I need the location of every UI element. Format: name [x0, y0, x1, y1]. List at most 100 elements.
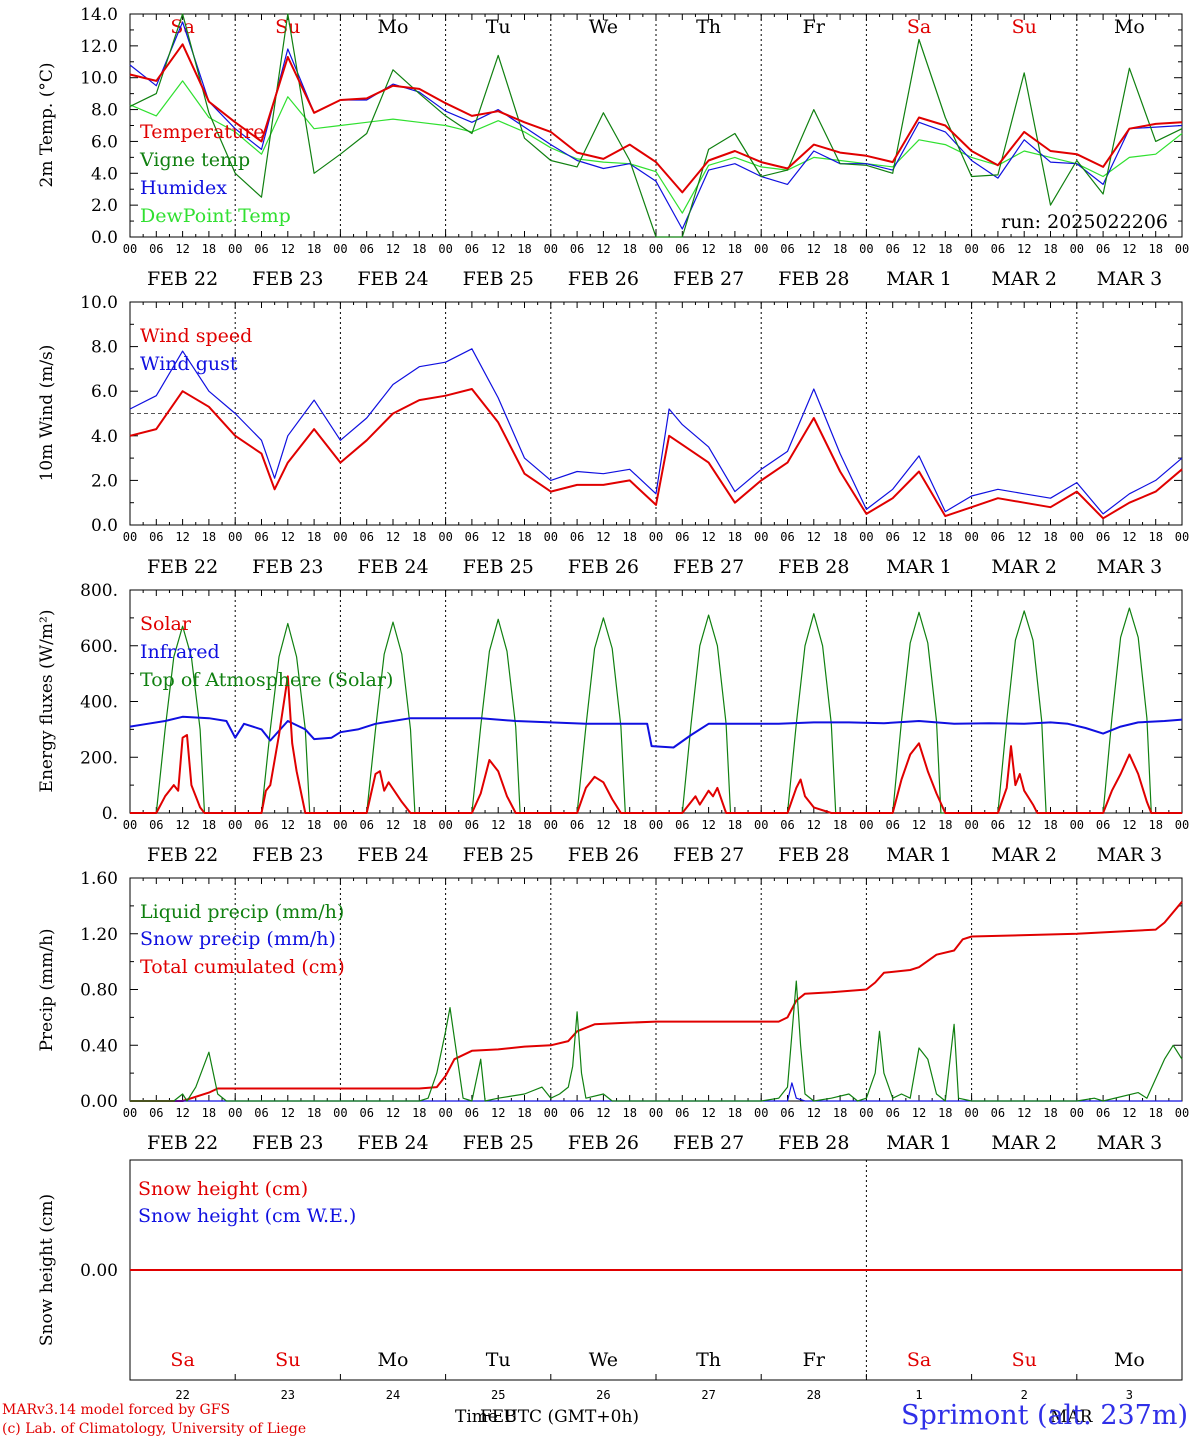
legend-entry: Snow height (cm W.E.) — [138, 1205, 356, 1227]
hour-tick-label: 18 — [938, 1106, 952, 1120]
hour-tick-label: 18 — [307, 818, 321, 832]
date-label: FEB 25 — [463, 556, 534, 578]
y-axis-label: Snow height (cm) — [37, 1194, 57, 1346]
station-name: Sprimont (alt. 237m) — [901, 1400, 1188, 1431]
credit-line-1: MARv3.14 model forced by GFS — [2, 1402, 231, 1418]
hour-tick-label: 06 — [675, 242, 689, 256]
hour-tick-label: 12 — [175, 818, 189, 832]
date-label: FEB 28 — [778, 268, 849, 290]
weekday-label: Tu — [486, 16, 511, 38]
y-tick-label: 0.0 — [91, 228, 118, 248]
series-line-wind-gust — [129, 348, 1183, 515]
hour-tick-label: 06 — [570, 530, 584, 544]
hour-tick-label: 00 — [649, 242, 663, 256]
y-tick-label: 0.00 — [80, 1092, 118, 1112]
weekday-label: Th — [696, 1349, 721, 1371]
hour-tick-label: 18 — [938, 818, 952, 832]
y-axis-label: Energy fluxes (W/m²) — [37, 610, 57, 793]
date-label: FEB 22 — [147, 844, 218, 866]
hour-tick-label: 00 — [438, 818, 452, 832]
hour-tick-label: 06 — [675, 530, 689, 544]
hour-tick-label: 18 — [1043, 242, 1057, 256]
hour-tick-label: 18 — [938, 242, 952, 256]
hour-tick-label: 18 — [412, 818, 426, 832]
hour-tick-label: 18 — [1148, 1106, 1162, 1120]
date-label: FEB 23 — [252, 1132, 323, 1154]
legend-entry: Snow height (cm) — [138, 1178, 308, 1200]
hour-tick-label: 18 — [833, 818, 847, 832]
hour-tick-label: 12 — [281, 242, 295, 256]
y-tick-label: 2.0 — [91, 471, 118, 491]
day-number-label: 23 — [281, 1388, 295, 1402]
hour-tick-label: 06 — [1096, 242, 1110, 256]
hour-tick-label: 06 — [885, 242, 899, 256]
weekday-label: Sa — [170, 1349, 194, 1371]
date-label: MAR 3 — [1097, 1132, 1163, 1154]
month-label: MAR — [1050, 1407, 1093, 1427]
hour-tick-label: 00 — [228, 530, 242, 544]
hour-tick-label: 12 — [491, 242, 505, 256]
date-label: FEB 24 — [357, 1132, 428, 1154]
legend-entry: Wind speed — [140, 325, 252, 347]
y-tick-label: 800. — [80, 581, 118, 601]
hour-tick-label: 00 — [649, 818, 663, 832]
hour-tick-label: 06 — [780, 242, 794, 256]
hour-tick-label: 00 — [544, 242, 558, 256]
weekday-label: Su — [1012, 16, 1037, 38]
day-number-label: 2 — [1021, 1388, 1028, 1402]
weekday-label: We — [589, 16, 618, 38]
hour-tick-label: 12 — [1017, 818, 1031, 832]
y-tick-label: 0.40 — [80, 1036, 118, 1056]
hour-tick-label: 12 — [1122, 530, 1136, 544]
hour-tick-label: 12 — [807, 242, 821, 256]
date-label: MAR 2 — [991, 844, 1057, 866]
day-number-label: 22 — [175, 1388, 189, 1402]
day-number-label: 26 — [596, 1388, 610, 1402]
hour-tick-label: 06 — [149, 242, 163, 256]
hour-tick-label: 06 — [570, 242, 584, 256]
hour-tick-label: 06 — [149, 1106, 163, 1120]
date-label: FEB 25 — [463, 1132, 534, 1154]
hour-tick-label: 06 — [254, 530, 268, 544]
hour-tick-label: 06 — [465, 818, 479, 832]
date-label: FEB 23 — [252, 556, 323, 578]
y-tick-label: 1.20 — [80, 925, 118, 945]
day-number-label: 1 — [915, 1388, 922, 1402]
hour-tick-label: 00 — [333, 242, 347, 256]
legend-entry: Total cumulated (cm) — [140, 956, 345, 978]
hour-tick-label: 00 — [438, 242, 452, 256]
hour-tick-label: 00 — [228, 242, 242, 256]
date-label: MAR 2 — [991, 268, 1057, 290]
hour-tick-label: 18 — [202, 530, 216, 544]
hour-tick-label: 06 — [991, 1106, 1005, 1120]
hour-tick-label: 06 — [570, 818, 584, 832]
legend-entry: Humidex — [140, 177, 227, 199]
hour-tick-label: 00 — [754, 1106, 768, 1120]
hour-tick-label: 00 — [1175, 818, 1189, 832]
date-label: FEB 24 — [357, 844, 428, 866]
hour-tick-label: 06 — [149, 530, 163, 544]
hour-tick-label: 12 — [175, 242, 189, 256]
hour-tick-label: 06 — [149, 818, 163, 832]
hour-tick-label: 00 — [649, 1106, 663, 1120]
legend-entry: DewPoint Temp — [140, 205, 291, 227]
hour-tick-label: 06 — [254, 242, 268, 256]
legend-entry: Solar — [140, 613, 192, 635]
hour-tick-label: 12 — [281, 1106, 295, 1120]
date-label: FEB 26 — [568, 1132, 639, 1154]
hour-tick-label: 06 — [359, 1106, 373, 1120]
y-tick-label: 600. — [80, 637, 118, 657]
hour-tick-label: 18 — [622, 530, 636, 544]
hour-tick-label: 06 — [675, 818, 689, 832]
hour-tick-label: 12 — [1017, 242, 1031, 256]
hour-tick-label: 18 — [307, 530, 321, 544]
date-label: FEB 22 — [147, 556, 218, 578]
hour-tick-label: 18 — [622, 242, 636, 256]
weekday-label: Sa — [907, 16, 931, 38]
hour-tick-label: 12 — [281, 530, 295, 544]
hour-tick-label: 18 — [202, 1106, 216, 1120]
hour-tick-label: 00 — [964, 242, 978, 256]
date-label: MAR 3 — [1097, 556, 1163, 578]
y-tick-label: 0.80 — [80, 981, 118, 1001]
